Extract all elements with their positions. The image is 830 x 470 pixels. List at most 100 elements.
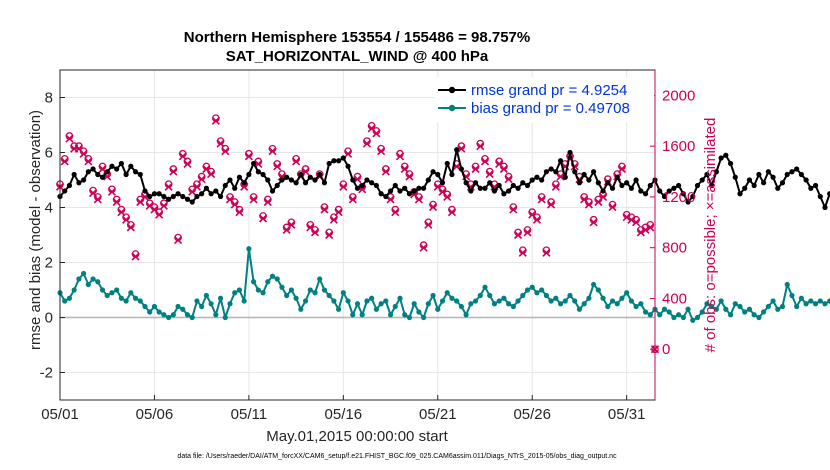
obs-assimilated-stroke xyxy=(381,167,390,176)
bias-point xyxy=(213,312,219,318)
obs-assimilated-stroke xyxy=(230,200,239,209)
obs-assimilated-stroke xyxy=(192,182,202,191)
obs-assimilated-stroke xyxy=(476,142,485,151)
data-file-footnote: data file: /Users/raeder/DAI/ATM_forcXX/… xyxy=(177,453,617,460)
rmse-point xyxy=(676,182,682,189)
rmse-point xyxy=(151,191,158,197)
bias-point xyxy=(392,303,398,310)
rmse-point xyxy=(789,169,795,175)
obs-assimilated-stroke xyxy=(584,200,593,209)
chart-title: Northern Hemisphere 153554 / 155486 = 98… xyxy=(184,29,530,46)
bias-point xyxy=(718,298,724,304)
bias-point xyxy=(383,298,389,304)
rmse-point xyxy=(718,155,724,161)
obs-assimilated-marker xyxy=(353,175,362,184)
bias-point xyxy=(99,287,106,293)
obs-assimilated-stroke xyxy=(178,152,187,161)
bias-point xyxy=(529,284,535,290)
bias-point xyxy=(694,314,701,321)
rmse-point xyxy=(184,196,191,202)
bias-point xyxy=(175,303,181,310)
rmse-point xyxy=(312,177,318,183)
rmse-point xyxy=(397,188,403,194)
bias-point xyxy=(534,290,540,296)
bias-point xyxy=(269,273,276,279)
x-tick-label: 05/31 xyxy=(608,406,646,423)
rmse-point xyxy=(543,169,549,175)
bias-point xyxy=(180,306,186,312)
rmse-point xyxy=(515,185,521,191)
obs-assimilated-stroke xyxy=(320,205,329,214)
bias-point xyxy=(251,279,257,285)
rmse-point xyxy=(458,166,464,172)
bias-point xyxy=(260,290,266,296)
obs-assimilated-marker xyxy=(107,187,117,196)
obs-assimilated-stroke xyxy=(400,164,409,174)
obs-assimilated-marker xyxy=(65,134,74,143)
bias-point xyxy=(307,287,313,293)
rmse-point xyxy=(468,188,474,194)
rmse-point xyxy=(765,169,771,175)
rmse-point xyxy=(534,174,540,180)
obs-assimilated-stroke xyxy=(79,149,88,158)
rmse-point xyxy=(572,169,578,175)
bias-point xyxy=(321,287,328,293)
bias-point xyxy=(203,292,209,299)
rmse-point xyxy=(638,188,644,194)
obs-assimilated-stroke xyxy=(235,208,244,217)
rmse-point xyxy=(359,182,365,189)
obs-assimilated-stroke xyxy=(528,210,537,219)
obs-assimilated-stroke xyxy=(424,220,433,229)
rmse-point xyxy=(756,171,762,178)
obs-assimilated-stroke xyxy=(509,205,518,214)
bias-point xyxy=(553,295,559,301)
obs-assimilated-marker xyxy=(325,230,334,240)
bias-point xyxy=(482,284,488,290)
rmse-point xyxy=(109,163,115,169)
rmse-point xyxy=(284,174,290,180)
rmse-point xyxy=(383,193,389,200)
bias-point xyxy=(562,298,568,304)
bias-point xyxy=(425,301,431,307)
rmse-point xyxy=(222,182,228,189)
obs-assimilated-marker xyxy=(485,170,494,179)
bias-point xyxy=(619,295,625,301)
rmse-point xyxy=(746,177,753,183)
bias-point xyxy=(217,295,224,301)
bias-point xyxy=(463,312,469,318)
bias-point xyxy=(199,303,205,310)
obs-assimilated-stroke xyxy=(273,162,282,171)
rmse-point xyxy=(567,149,573,156)
obs-assimilated-marker xyxy=(447,208,457,217)
obs-assimilated-stroke xyxy=(107,187,117,196)
rmse-point xyxy=(378,191,384,197)
bias-point xyxy=(638,301,644,307)
obs-assimilated-stroke xyxy=(395,152,405,161)
obs-assimilated-marker xyxy=(556,172,565,181)
rmse-point xyxy=(529,177,535,183)
obs-assimilated-marker xyxy=(183,159,192,168)
rmse-point xyxy=(770,174,776,180)
bias-point xyxy=(591,281,597,288)
bias-point xyxy=(109,290,115,296)
obs-assimilated-marker xyxy=(518,248,527,257)
bias-point xyxy=(411,301,417,307)
obs-assimilated-stroke xyxy=(542,248,551,257)
obs-assimilated-marker xyxy=(542,248,551,257)
obs-assimilated-stroke xyxy=(287,220,296,229)
bias-point xyxy=(255,287,261,293)
rmse-point xyxy=(118,160,124,167)
bias-point xyxy=(487,292,493,299)
obs-assimilated-marker xyxy=(632,218,641,227)
rmse-point xyxy=(251,160,257,167)
bias-point xyxy=(331,298,337,304)
obs-assimilated-marker xyxy=(547,200,556,209)
rmse-point xyxy=(619,182,625,189)
bias-point xyxy=(435,306,441,312)
obs-assimilated-stroke xyxy=(117,208,126,217)
rmse-point xyxy=(605,180,611,186)
rmse-point xyxy=(260,171,266,178)
rmse-point xyxy=(727,160,734,167)
legend-box xyxy=(434,77,654,122)
obs-assimilated-stroke xyxy=(589,218,598,227)
